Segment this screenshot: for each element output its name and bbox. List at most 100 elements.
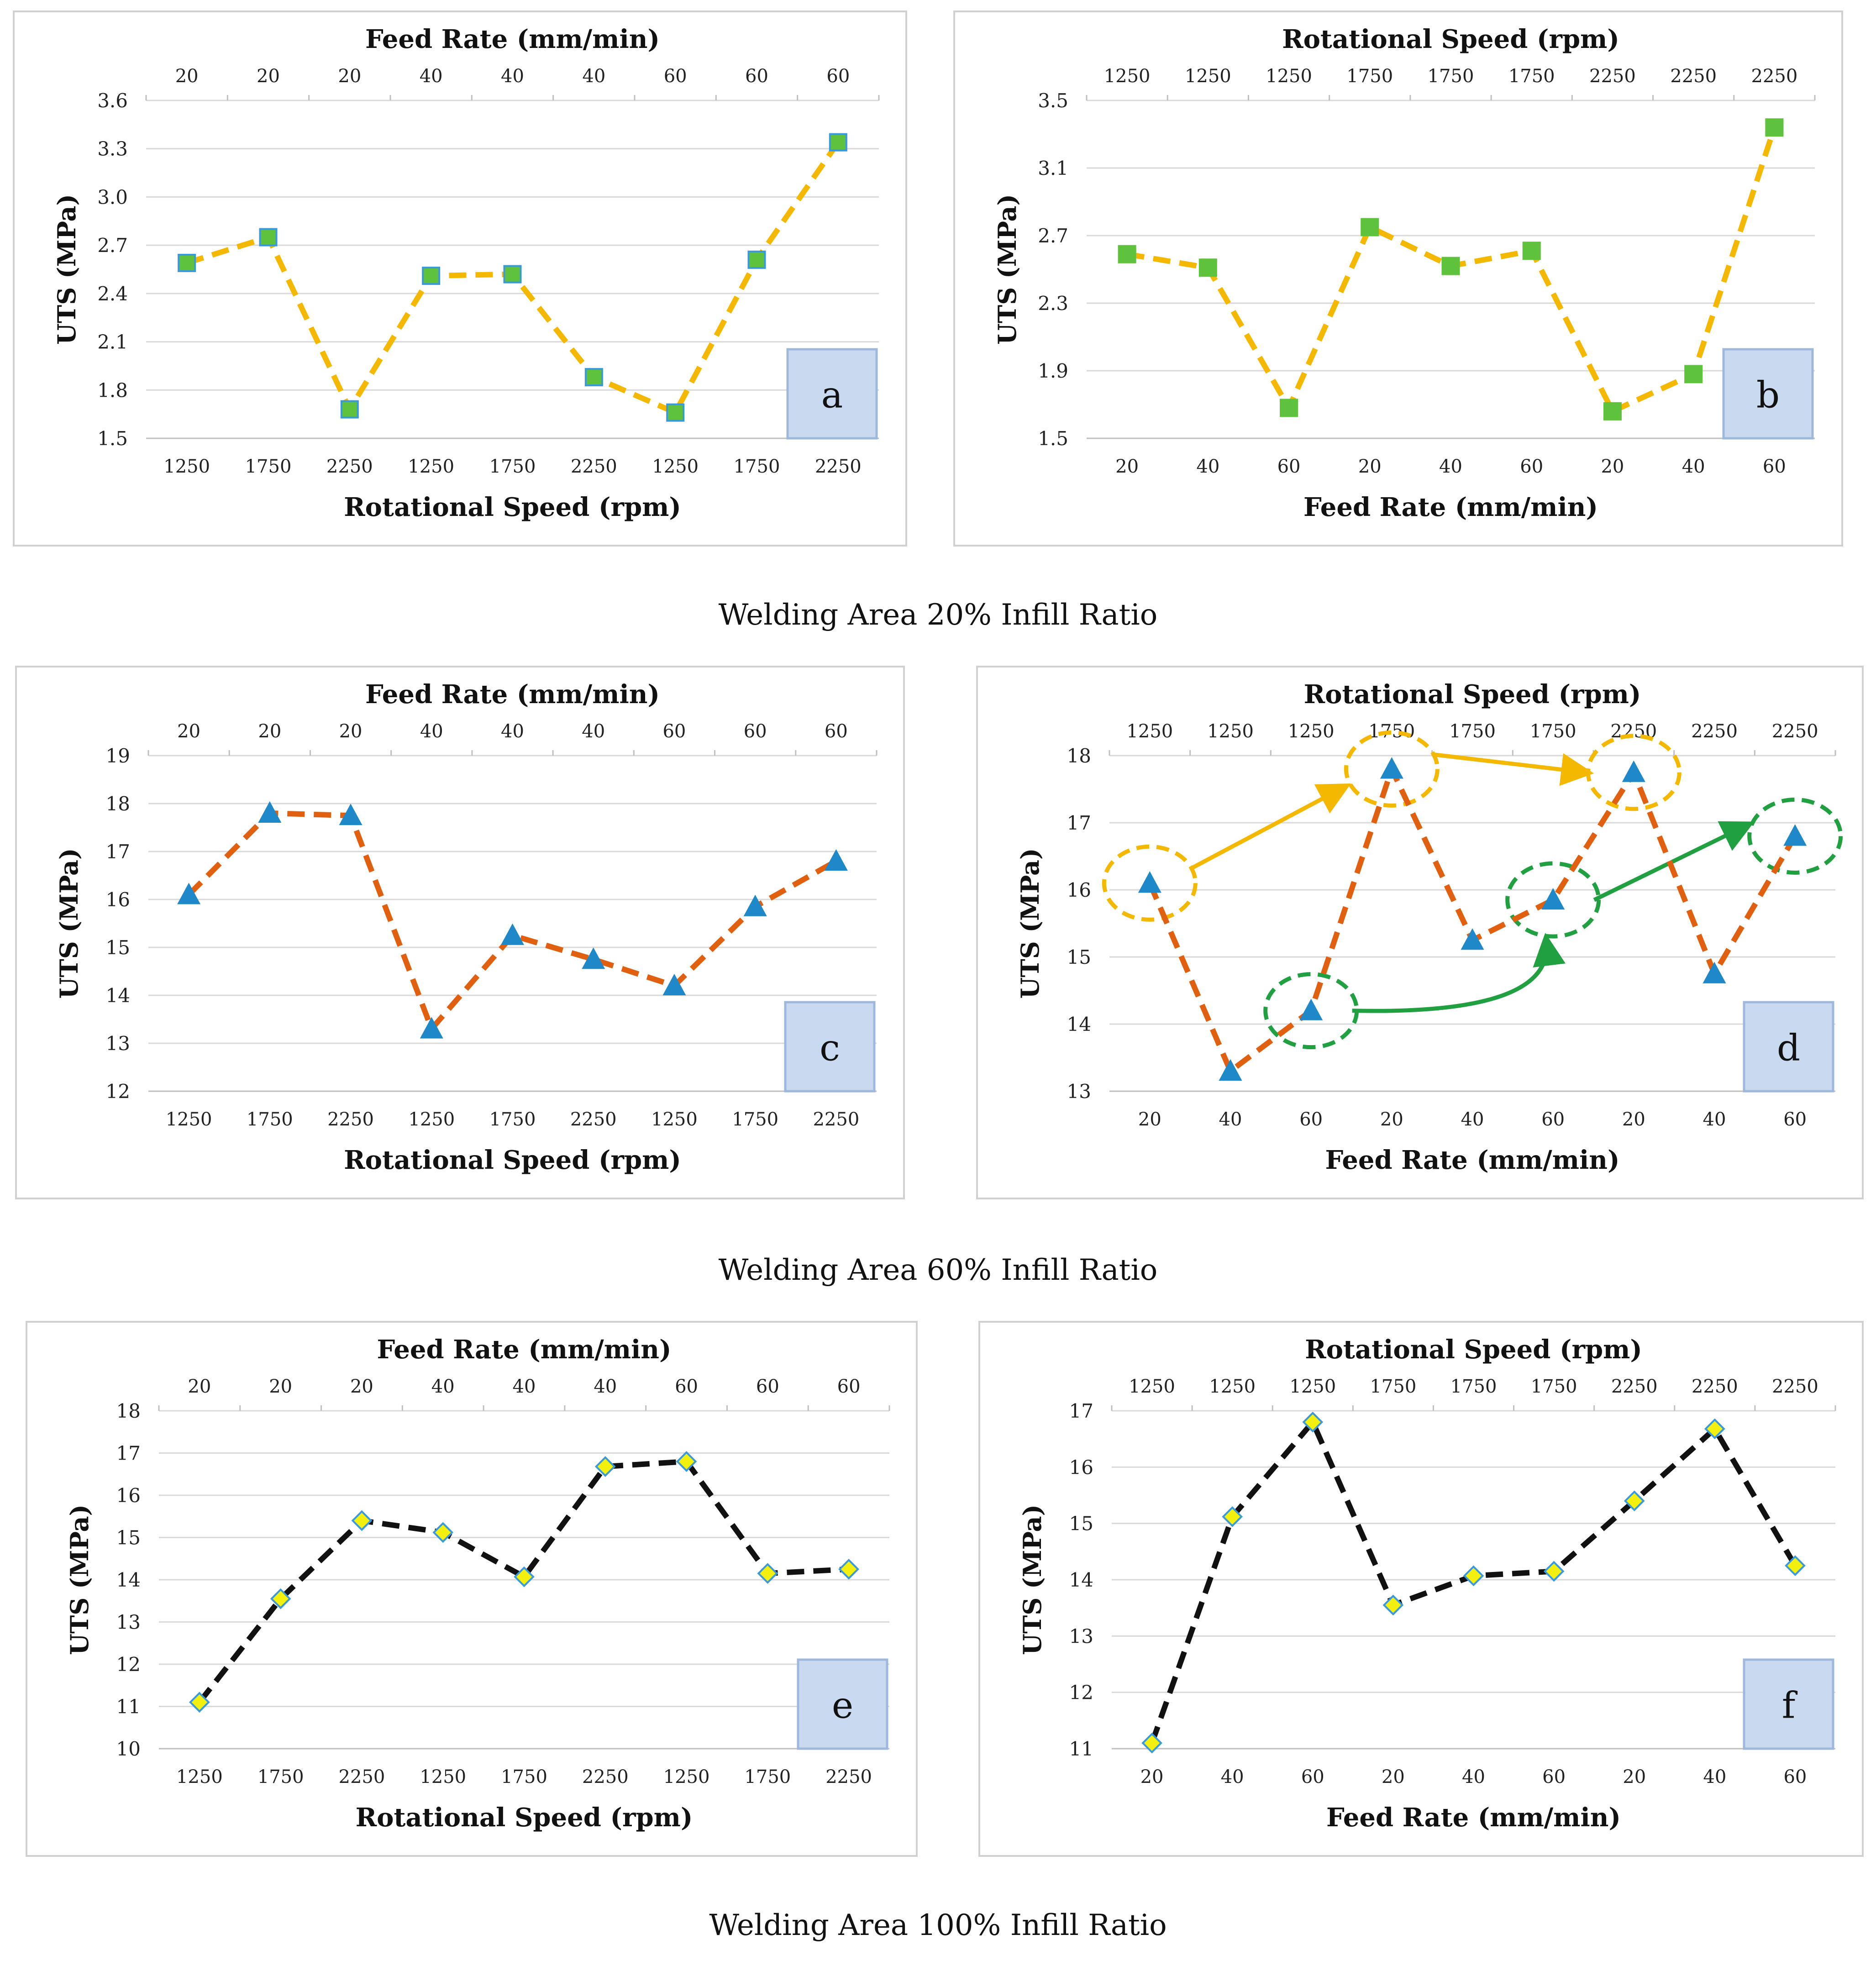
x-tick-label: 1250 — [166, 1109, 212, 1130]
panel-label: c — [820, 1027, 840, 1069]
x-tick-label: 60 — [1299, 1109, 1323, 1130]
data-point — [1138, 871, 1161, 893]
top-tick-label: 1250 — [1129, 1376, 1175, 1397]
highlight-arrow-green — [1352, 933, 1566, 1013]
y-tick-label: 2.3 — [1038, 292, 1068, 315]
top-tick-label: 20 — [188, 1376, 211, 1397]
top-axis-title: Feed Rate (mm/min) — [377, 1335, 672, 1365]
data-point — [584, 368, 603, 387]
data-point — [1684, 365, 1703, 384]
x-tick-label: 2250 — [571, 456, 617, 477]
x-tick-label: 2250 — [326, 456, 373, 477]
data-point — [1703, 962, 1726, 983]
y-tick-label: 14 — [106, 984, 130, 1007]
panel-label: f — [1782, 1684, 1798, 1727]
x-tick-label: 1750 — [744, 1766, 791, 1787]
data-point — [177, 883, 201, 904]
y-tick-label: 15 — [1067, 946, 1091, 968]
y-tick-label: 3.6 — [97, 89, 128, 112]
y-tick-label: 3.0 — [97, 186, 128, 208]
chart-b: 1.5 1.9 2.3 2.7 3.1 3.5 UTS (MPa) 20 40 60 20 40 60 2… — [953, 11, 1843, 547]
data-point — [1299, 999, 1323, 1020]
x-tick-label: 2250 — [825, 1766, 872, 1787]
x-tick-label: 60 — [1542, 1766, 1566, 1787]
top-tick-label: 20 — [339, 721, 363, 742]
data-point — [1198, 258, 1217, 277]
data-point — [422, 267, 441, 285]
y-tick-label: 13 — [106, 1032, 130, 1055]
top-tick-label: 20 — [269, 1376, 292, 1397]
top-tick-label: 2250 — [1589, 66, 1636, 87]
y-tick-label: 18 — [106, 793, 130, 815]
x-axis-title: Feed Rate (mm/min) — [1325, 1145, 1620, 1175]
data-point — [1382, 1594, 1404, 1616]
top-tick-label: 2250 — [1692, 1376, 1738, 1397]
top-tick-label: 1750 — [1530, 721, 1576, 742]
y-tick-label: 16 — [1069, 1456, 1093, 1478]
y-tick-label: 1.5 — [97, 427, 128, 450]
data-point — [1118, 245, 1136, 263]
x-tick-label: 1750 — [489, 456, 536, 477]
chart-panel-a: 1.5 1.8 2.1 2.4 2.7 3.0 3.3 3.6 UTS (MPa) 1250 175… — [13, 11, 907, 547]
y-tick-label: 15 — [1069, 1513, 1093, 1535]
top-tick-label: 20 — [338, 66, 361, 87]
top-tick-label: 1250 — [1289, 1376, 1336, 1397]
top-tick-label: 1750 — [1428, 66, 1474, 87]
data-point — [1765, 118, 1784, 137]
panel-label: b — [1756, 374, 1780, 416]
data-point — [1441, 257, 1460, 275]
data-point — [1380, 757, 1403, 779]
top-axis-title: Feed Rate (mm/min) — [365, 24, 660, 54]
top-tick-label: 20 — [257, 66, 280, 87]
highlight-arrow-gold — [1432, 752, 1594, 786]
y-tick-label: 13 — [116, 1611, 141, 1634]
top-tick-label: 1750 — [1450, 1376, 1497, 1397]
y-tick-label: 18 — [116, 1400, 141, 1422]
y-tick-label: 12 — [116, 1653, 141, 1676]
chart-f: 11 12 13 14 15 16 17 UTS (MPa) 20 40 60 20 40 60 20 40 6… — [978, 1321, 1864, 1857]
top-tick-label: 1250 — [1104, 66, 1151, 87]
top-axis-title: Feed Rate (mm/min) — [365, 679, 660, 710]
x-tick-label: 60 — [1301, 1766, 1324, 1787]
x-tick-label: 20 — [1140, 1766, 1164, 1787]
top-tick-label: 20 — [175, 66, 199, 87]
y-tick-label: 10 — [116, 1738, 141, 1760]
data-point — [1141, 1732, 1162, 1754]
data-point — [676, 1451, 697, 1472]
data-point — [1219, 1059, 1242, 1081]
top-tick-label: 40 — [420, 721, 443, 742]
x-tick-label: 20 — [1138, 1109, 1161, 1130]
y-tick-label: 11 — [116, 1696, 141, 1718]
top-tick-label: 1750 — [1531, 1376, 1577, 1397]
data-point — [178, 253, 196, 272]
top-tick-label: 60 — [825, 721, 848, 742]
top-axis-title: Rotational Speed (rpm) — [1304, 679, 1641, 710]
data-point — [351, 1510, 373, 1531]
top-tick-label: 40 — [501, 721, 524, 742]
caption-100-infill: Welding Area 100% Infill Ratio — [709, 1908, 1167, 1942]
chart-a: 1.5 1.8 2.1 2.4 2.7 3.0 3.3 3.6 UTS (MPa) 1250 175… — [13, 11, 907, 547]
y-tick-label: 19 — [106, 745, 130, 767]
top-tick-label: 40 — [513, 1376, 536, 1397]
chart-panel-c: 12 13 14 15 16 17 18 19 UTS (MPa) 1250 1750 2250 125… — [15, 666, 905, 1199]
data-point — [757, 1563, 778, 1584]
data-point — [258, 801, 282, 823]
top-tick-label: 40 — [582, 66, 605, 87]
panel-label-box — [1743, 1001, 1834, 1093]
panel-label-box — [786, 348, 878, 440]
x-tick-label: 40 — [1221, 1766, 1244, 1787]
data-point — [1783, 824, 1807, 846]
y-tick-label: 2.1 — [97, 331, 128, 353]
top-tick-label: 1250 — [1207, 721, 1254, 742]
x-tick-label: 40 — [1703, 1109, 1726, 1130]
y-tick-label: 13 — [1067, 1080, 1091, 1103]
x-tick-label: 60 — [1520, 456, 1543, 477]
x-tick-label: 2250 — [339, 1766, 385, 1787]
data-point — [340, 400, 359, 419]
panel-label: a — [821, 374, 843, 416]
data-point — [1280, 399, 1298, 417]
top-tick-label: 1750 — [1508, 66, 1555, 87]
chart-panel-e: 10 11 12 13 14 15 16 17 18 UTS (MPa) 1250 1750 2250 1… — [26, 1321, 918, 1857]
y-tick-label: 16 — [116, 1484, 141, 1507]
